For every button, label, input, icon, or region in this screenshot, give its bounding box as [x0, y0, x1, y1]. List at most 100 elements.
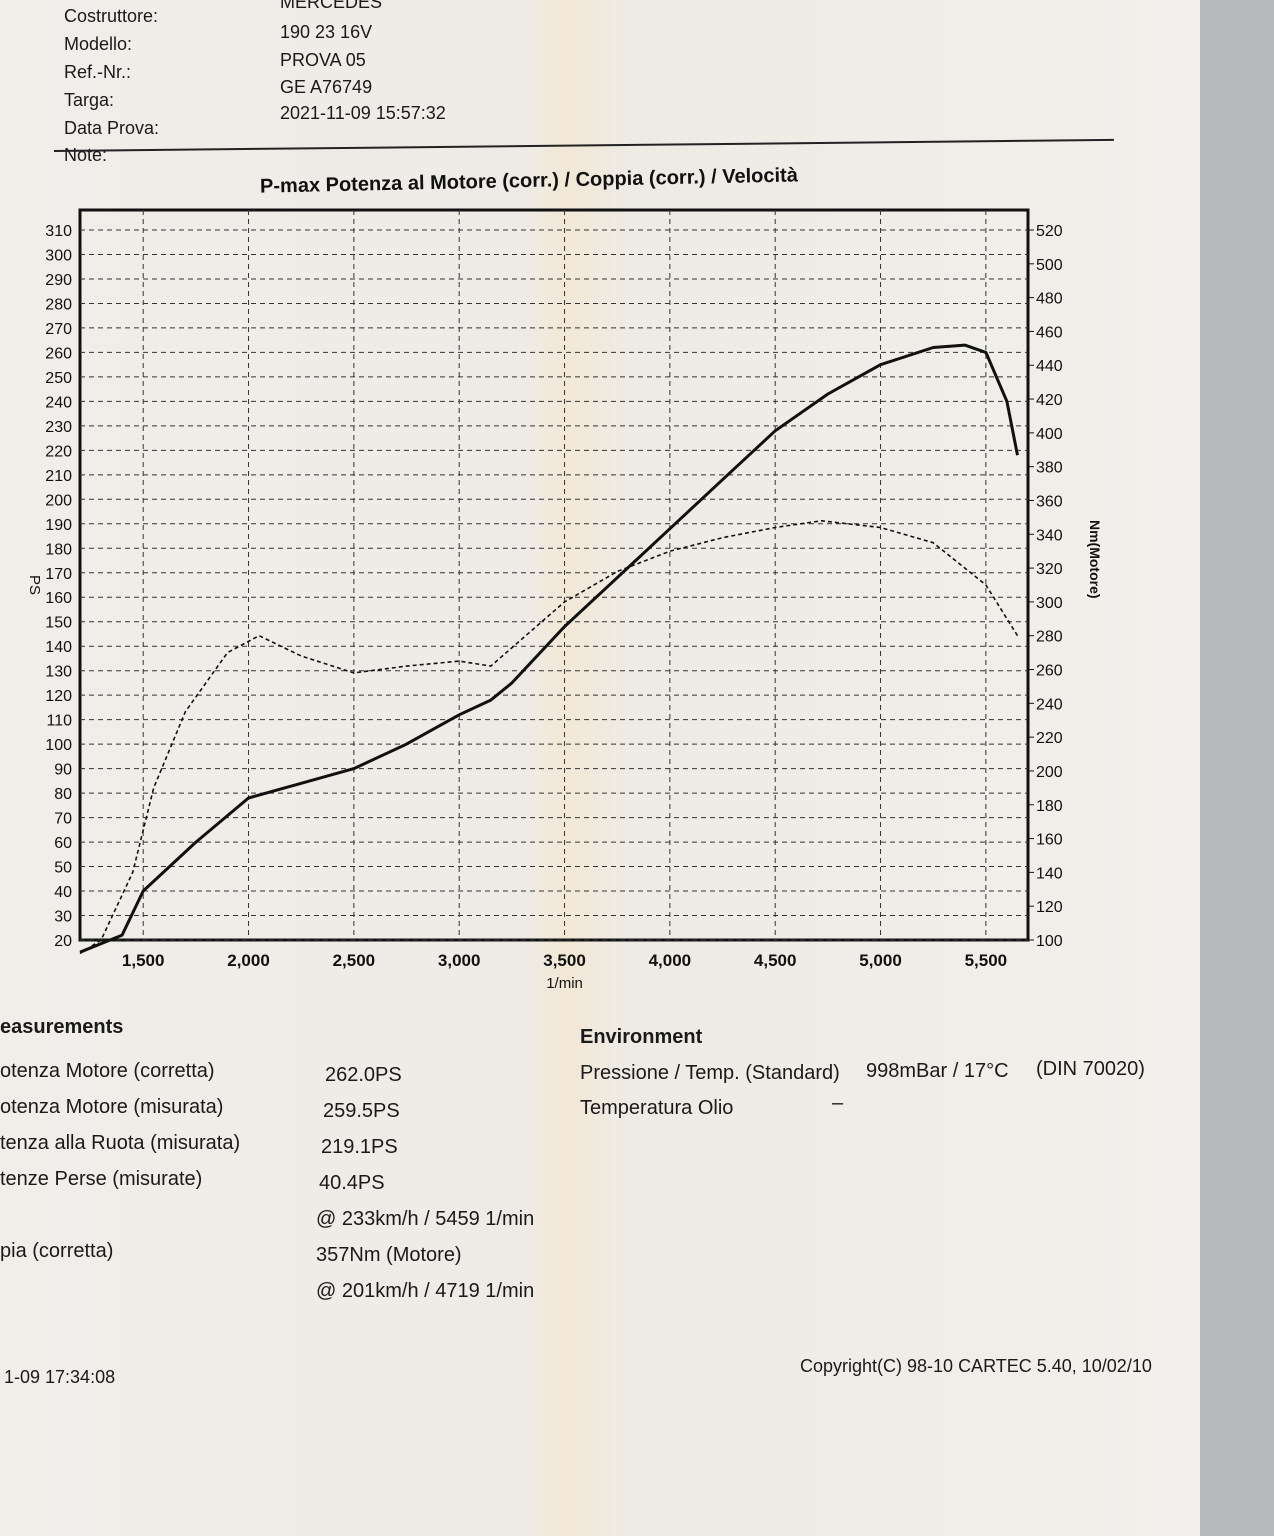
y2-tick-label: 380 [1036, 460, 1063, 477]
y2-tick-label: 440 [1036, 358, 1063, 375]
x-tick-label: 3,000 [438, 951, 481, 970]
y-tick-label: 30 [54, 909, 72, 926]
y2-tick-label: 400 [1036, 426, 1063, 443]
measurement-label: pia (corretta) [0, 1240, 114, 1262]
y2-tick-label: 500 [1036, 257, 1063, 274]
y-tick-label: 90 [54, 762, 72, 779]
y-tick-label: 60 [54, 835, 72, 852]
measurement-label: otenza Motore (misurata) [0, 1096, 224, 1118]
copyright: Copyright(C) 98-10 CARTEC 5.40, 10/02/10 [800, 1356, 1152, 1376]
y2-tick-label: 100 [1036, 933, 1063, 950]
environment-title: Environment [580, 1026, 703, 1048]
measurement-value: 259.5PS [323, 1100, 400, 1122]
value-costruttore: MERCEDES [280, 0, 383, 12]
y2-tick-label: 320 [1036, 561, 1063, 578]
y-tick-label: 240 [45, 394, 72, 411]
y2-tick-label: 520 [1036, 223, 1063, 240]
plot-frame [78, 208, 1030, 942]
y2-tick-label: 120 [1036, 899, 1063, 916]
y2-tick-label: 480 [1036, 291, 1063, 308]
y2-tick-label: 200 [1036, 764, 1063, 781]
y2-tick-label: 420 [1036, 392, 1063, 409]
y2-tick-label: 140 [1036, 865, 1063, 882]
value-targa: GE A76749 [280, 77, 373, 97]
dyno-printout: Costruttore: Modello: Ref.-Nr.: Targa: D… [0, 0, 1200, 1536]
oil-temp-label: Temperatura Olio [580, 1097, 734, 1119]
y-tick-label: 140 [45, 639, 72, 656]
power-curve [79, 343, 1019, 954]
din-norm: (DIN 70020) [1036, 1058, 1145, 1080]
y-tick-label: 200 [45, 492, 72, 509]
x-axis-label: 1/min [546, 975, 583, 992]
x-tick-label: 5,000 [859, 951, 902, 970]
measurement-value: 357Nm (Motore) [316, 1244, 462, 1266]
y-tick-label: 110 [46, 713, 72, 730]
y2-tick-label: 300 [1036, 595, 1063, 612]
y2-tick-label: 460 [1036, 324, 1063, 341]
measurement-label: tenze Perse (misurate) [0, 1168, 203, 1190]
x-tick-label: 2,500 [333, 951, 376, 970]
label-note: Note: [64, 145, 108, 165]
measurement-label: otenza Motore (corretta) [0, 1060, 215, 1082]
y-tick-label: 250 [45, 370, 72, 387]
label-costruttore: Costruttore: [64, 6, 159, 26]
y-axis-label: PS [26, 575, 43, 595]
y2-tick-label: 340 [1036, 527, 1063, 544]
pressure-label: Pressione / Temp. (Standard) [580, 1062, 840, 1084]
measurement-value: 262.0PS [325, 1064, 402, 1086]
value-ref: PROVA 05 [280, 50, 366, 70]
dyno-chart: 310 300 290 280 270 260 250 240 230 220 210 200 190 1… [26, 208, 1103, 992]
print-timestamp: 1-09 17:34:08 [4, 1367, 116, 1387]
label-data-prova: Data Prova: [64, 118, 160, 138]
y2-tick-label: 360 [1036, 493, 1063, 510]
y-tick-label: 100 [45, 737, 72, 754]
y-tick-label: 50 [54, 860, 72, 877]
x-tick-label: 2,000 [227, 951, 270, 970]
y2-tick-label: 220 [1036, 730, 1063, 747]
y-tick-label: 160 [45, 590, 72, 607]
pressure-value: 998mBar / 17°C [866, 1060, 1009, 1082]
y2-tick-label: 280 [1036, 629, 1063, 646]
y2-tick-label: 180 [1036, 798, 1063, 815]
y2-tick-label: 160 [1036, 832, 1063, 849]
y2-tick-label: 240 [1036, 696, 1063, 713]
y-tick-label: 300 [45, 247, 72, 264]
oil-temp-value: – [832, 1092, 844, 1114]
value-modello: 190 23 16V [280, 22, 373, 42]
y-tick-label: 290 [45, 272, 72, 289]
x-tick-label: 5,500 [965, 951, 1008, 970]
y-tick-label: 170 [45, 566, 72, 583]
y-tick-label: 220 [45, 443, 72, 460]
label-targa: Targa: [64, 90, 115, 110]
y-tick-label: 80 [54, 786, 72, 803]
header-divider [53, 138, 1114, 152]
x-tick-label: 4,500 [754, 951, 797, 970]
torque-curve [79, 520, 1019, 955]
y-tick-label: 120 [45, 688, 72, 705]
y2-tick-label: 260 [1036, 663, 1063, 680]
y2-axis-label: Nm(Motore) [1087, 520, 1103, 599]
y-tick-label: 190 [45, 517, 72, 534]
y-tick-label: 230 [45, 419, 72, 436]
y-tick-label: 20 [54, 933, 72, 950]
y-tick-label: 70 [54, 811, 72, 828]
x-tick-label: 1,500 [122, 951, 165, 970]
measurement-label: tenza alla Ruota (misurata) [0, 1132, 241, 1154]
measurements-title: easurements [0, 1016, 124, 1038]
x-tick-label: 3,500 [543, 951, 586, 970]
label-ref: Ref.-Nr.: [64, 62, 132, 82]
label-modello: Modello: [64, 34, 133, 54]
measurement-value: 40.4PS [319, 1172, 385, 1194]
y-tick-label: 130 [45, 664, 72, 681]
measurement-value: @ 201km/h / 4719 1/min [316, 1280, 535, 1302]
y-tick-label: 280 [45, 296, 72, 313]
y-tick-label: 260 [45, 345, 72, 362]
measurement-value: 219.1PS [321, 1136, 398, 1158]
value-data-prova: 2021-11-09 15:57:32 [280, 103, 446, 123]
measurement-value: @ 233km/h / 5459 1/min [316, 1208, 535, 1230]
y-tick-label: 270 [45, 321, 72, 338]
y-tick-label: 150 [45, 615, 72, 632]
y-tick-label: 180 [45, 541, 72, 558]
x-tick-label: 4,000 [649, 951, 692, 970]
y-tick-label: 310 [45, 223, 72, 240]
